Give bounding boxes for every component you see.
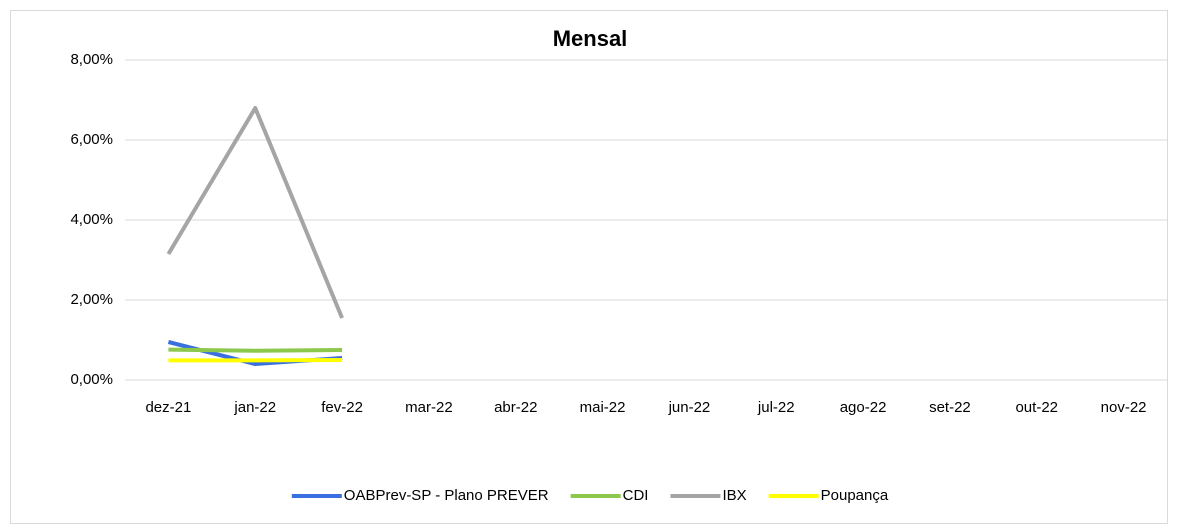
x-tick-label: nov-22 — [1101, 399, 1147, 416]
legend-label: CDI — [623, 487, 649, 504]
x-tick-label: set-22 — [929, 399, 971, 416]
chart-title: Mensal — [553, 26, 628, 51]
x-tick-label: mar-22 — [405, 399, 453, 416]
x-tick-label: abr-22 — [494, 399, 537, 416]
series-line — [166, 106, 344, 319]
x-tick-label: jun-22 — [668, 399, 711, 416]
x-tick-label: jan-22 — [233, 399, 276, 416]
y-tick-label: 0,00% — [70, 371, 113, 388]
y-tick-label: 8,00% — [70, 51, 113, 68]
x-tick-label: out-22 — [1015, 399, 1058, 416]
legend-label: Poupança — [821, 487, 889, 504]
y-tick-label: 6,00% — [70, 131, 113, 148]
y-tick-label: 2,00% — [70, 291, 113, 308]
x-tick-label: mai-22 — [580, 399, 626, 416]
y-tick-label: 4,00% — [70, 211, 113, 228]
chart-border — [10, 10, 1168, 524]
x-tick-label: fev-22 — [321, 399, 363, 416]
series-line — [168, 347, 343, 353]
x-tick-label: dez-21 — [145, 399, 191, 416]
legend-label: IBX — [722, 487, 746, 504]
x-tick-label: ago-22 — [840, 399, 887, 416]
x-tick-label: jul-22 — [757, 399, 795, 416]
legend-label: OABPrev-SP - Plano PREVER — [344, 487, 549, 504]
